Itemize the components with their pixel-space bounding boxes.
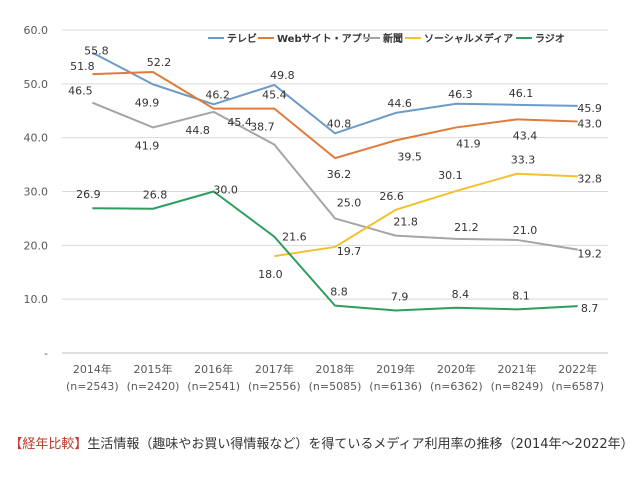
x-tick-sample-size: (n=2541) [187,380,240,393]
data-label: 19.2 [577,248,602,261]
data-label: 8.7 [581,302,599,315]
data-label: 8.4 [452,288,470,301]
data-label: 32.8 [577,172,602,185]
x-tick-label: 2018年 [316,362,355,376]
legend-label: テレビ [227,32,257,45]
x-tick-sample-size: (n=2543) [66,380,119,393]
x-tick-label: 2016年 [194,362,233,376]
data-label: 46.1 [509,87,534,100]
legend-label: ラジオ [535,33,565,45]
data-label: 21.8 [393,216,418,229]
chart-caption: 【経年比較】生活情報（趣味やお買い得情報など）を得ているメディア利用率の推移（2… [0,436,643,454]
data-label: 51.8 [70,60,95,73]
data-label: 25.0 [337,196,362,209]
data-label: 45.4 [262,89,287,102]
data-label: 44.6 [387,97,412,110]
chart-area: 60.0 50.0 40.0 30.0 20.0 10.0 - 2014年 (n=2543) 20… [24,24,608,393]
data-label: 21.6 [282,231,307,244]
x-tick-sample-size: (n=8249) [491,380,544,393]
x-tick-label: 2022年 [558,362,597,376]
series-line [91,101,578,251]
y-tick-label: 40.0 [24,132,49,145]
data-label: 8.1 [512,289,530,302]
data-label: 52.2 [147,56,172,69]
data-label: 26.9 [76,188,101,201]
data-label: 19.7 [337,245,362,258]
data-label: 38.7 [250,121,275,134]
data-label: 26.6 [379,190,404,203]
data-label: 55.8 [84,45,109,58]
x-tick-label: 2021年 [498,362,537,376]
data-label: 26.8 [143,189,168,202]
data-label: 45.4 [227,116,252,129]
axes: 60.0 50.0 40.0 30.0 20.0 10.0 - 2014年 (n=2543) 20… [24,24,605,393]
data-label: 18.0 [258,268,283,281]
data-label: 46.5 [68,85,93,98]
data-label: 46.3 [448,88,473,101]
data-label: 49.9 [135,96,160,109]
data-label: 36.2 [327,168,352,181]
y-tick-label: - [44,347,48,360]
x-tick-label: 2020年 [437,362,476,376]
x-tick-sample-size: (n=6136) [369,380,422,393]
legend-label: ソーシャルメディア [424,32,513,45]
y-tick-label: 30.0 [24,186,49,199]
x-tick-sample-size: (n=6587) [551,380,604,393]
line-chart: 60.0 50.0 40.0 30.0 20.0 10.0 - 2014年 (n=2543) 20… [24,24,608,393]
data-label: 30.0 [213,184,238,197]
data-label: 43.4 [513,129,538,142]
x-tick-sample-size: (n=2420) [127,380,180,393]
x-tick-sample-size: (n=5085) [309,380,362,393]
series-lines [91,51,578,312]
legend-label: 新聞 [383,32,403,45]
data-label: 21.0 [513,224,538,237]
y-tick-label: 10.0 [24,293,49,306]
x-tick-label: 2015年 [134,362,173,376]
data-label: 44.8 [185,124,210,137]
data-label: 7.9 [391,290,409,303]
y-tick-label: 50.0 [24,78,49,91]
data-labels: 55.8 49.9 46.2 49.8 40.8 44.6 46.3 46.1 45.9 51.8… [68,45,602,316]
data-label: 41.9 [135,139,160,152]
y-tick-label: 60.0 [24,24,49,37]
data-label: 43.0 [577,118,602,131]
y-tick-label: 20.0 [24,239,49,252]
caption-text: 生活情報（趣味やお買い得情報など）を得ているメディア利用率の推移（2014年〜2… [87,437,634,452]
x-tick-sample-size: (n=6362) [430,380,483,393]
series-line [92,190,578,312]
legend: テレビ Webサイト・アプリ 新聞 ソーシャルメディア ラジオ [208,32,565,45]
data-label: 8.8 [330,286,348,299]
data-label: 39.5 [397,150,422,163]
series-line [92,70,578,160]
data-label: 45.9 [577,102,602,115]
caption-highlight: 【経年比較】 [9,437,88,452]
series-line [91,51,578,135]
x-tick-sample-size: (n=2556) [248,380,301,393]
data-label: 40.8 [327,117,352,130]
data-label: 30.1 [438,169,463,182]
data-label: 33.3 [511,154,536,167]
x-tick-label: 2019年 [376,362,415,376]
data-label: 21.2 [454,221,479,234]
x-tick-label: 2017年 [255,362,294,376]
data-label: 46.2 [205,88,230,101]
data-label: 49.8 [270,69,295,82]
legend-label: Webサイト・アプリ [277,32,372,45]
data-label: 41.9 [456,137,481,150]
x-tick-label: 2014年 [73,362,112,376]
series-line [274,172,578,258]
